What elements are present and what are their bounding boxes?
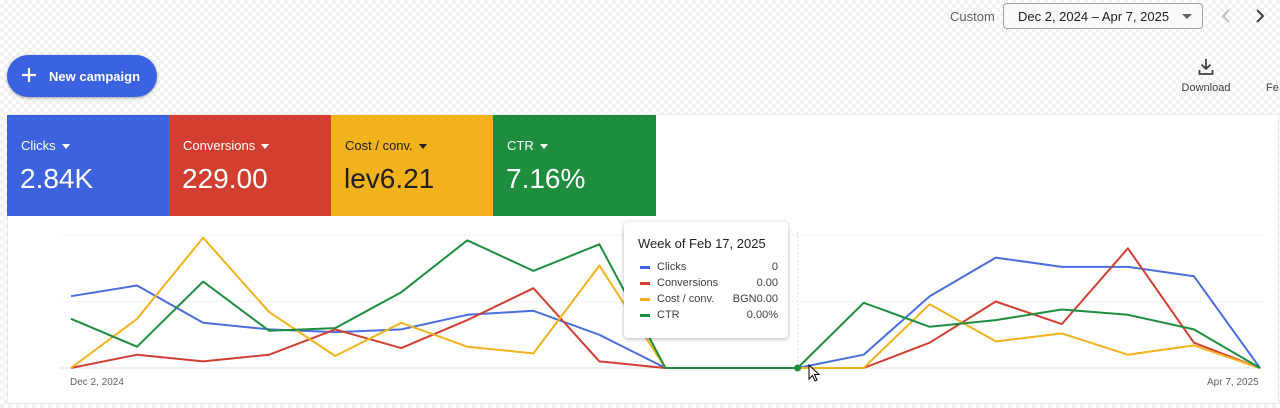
range-type-label: Custom bbox=[950, 9, 995, 24]
scorecard-label: CTR bbox=[507, 138, 534, 153]
series-line-ctr[interactable] bbox=[70, 239, 1261, 369]
scorecard-ctr[interactable]: CTR 7.16% bbox=[493, 115, 656, 216]
new-campaign-label: New campaign bbox=[49, 69, 141, 84]
legend-swatch bbox=[640, 282, 650, 285]
download-icon bbox=[1198, 59, 1214, 75]
tooltip-row-ctr: CTR 0.00% bbox=[638, 309, 778, 323]
scorecard-value: lev6.21 bbox=[344, 163, 435, 194]
scorecard-metric-select[interactable]: Conversions bbox=[183, 138, 270, 153]
legend-swatch bbox=[640, 266, 650, 269]
chevron-down-icon bbox=[1182, 14, 1192, 19]
download-button[interactable]: Download bbox=[1176, 58, 1236, 98]
legend-swatch bbox=[640, 298, 650, 301]
scorecard-metric-select[interactable]: Clicks bbox=[21, 138, 70, 153]
tooltip-metric: Cost / conv. bbox=[657, 293, 715, 305]
scorecard-metric-select[interactable]: CTR bbox=[507, 138, 548, 153]
tooltip-value: 0.00 bbox=[756, 277, 778, 289]
x-axis-end-label: Apr 7, 2025 bbox=[1207, 377, 1259, 388]
tooltip-value: BGN0.00 bbox=[732, 293, 778, 305]
scorecard-value: 229.00 bbox=[182, 163, 268, 194]
date-range-select[interactable]: Dec 2, 2024 – Apr 7, 2025 bbox=[1003, 3, 1203, 29]
tooltip-metric: Conversions bbox=[657, 277, 719, 289]
scorecard-value: 7.16% bbox=[506, 163, 586, 194]
hover-point-marker bbox=[794, 364, 802, 372]
top-bar: Custom Dec 2, 2024 – Apr 7, 2025 bbox=[0, 0, 1280, 34]
scorecard-value: 2.84K bbox=[20, 163, 94, 194]
scorecard-conversions[interactable]: Conversions 229.00 bbox=[169, 115, 331, 216]
previous-period-button[interactable] bbox=[1214, 4, 1238, 28]
date-range-value: Dec 2, 2024 – Apr 7, 2025 bbox=[1018, 9, 1170, 24]
chevron-right-icon bbox=[1256, 9, 1265, 23]
tooltip-value: 0.00% bbox=[746, 309, 778, 321]
tooltip-title: Week of Feb 17, 2025 bbox=[638, 236, 766, 251]
chart-tooltip: Week of Feb 17, 2025 Clicks 0 Conversion… bbox=[624, 222, 788, 338]
scorecard-label: Clicks bbox=[21, 138, 56, 153]
scorecard-clicks[interactable]: Clicks 2.84K bbox=[7, 115, 169, 216]
tooltip-row-cost-per-conv: Cost / conv. BGN0.00 bbox=[638, 293, 778, 307]
next-period-button[interactable] bbox=[1248, 4, 1272, 28]
tooltip-row-clicks: Clicks 0 bbox=[638, 261, 778, 275]
tooltip-value: 0 bbox=[771, 261, 778, 273]
caret-down-icon bbox=[539, 144, 548, 150]
caret-down-icon bbox=[418, 144, 427, 150]
plus-icon bbox=[22, 68, 36, 82]
mouse-pointer-icon bbox=[808, 364, 821, 382]
chevron-left-icon bbox=[1221, 9, 1230, 23]
tooltip-metric: Clicks bbox=[657, 261, 687, 273]
caret-down-icon bbox=[61, 144, 70, 150]
scorecard-metric-select[interactable]: Cost / conv. bbox=[345, 138, 427, 153]
download-label: Download bbox=[1181, 82, 1231, 94]
scorecard-label: Cost / conv. bbox=[345, 138, 413, 153]
feedback-label-truncated[interactable]: Fe bbox=[1266, 82, 1279, 94]
caret-down-icon bbox=[261, 144, 270, 150]
scorecard-label: Conversions bbox=[183, 138, 256, 153]
tooltip-metric: CTR bbox=[657, 309, 680, 321]
scorecard-cost-per-conversion[interactable]: Cost / conv. lev6.21 bbox=[331, 115, 493, 216]
legend-swatch bbox=[640, 314, 650, 317]
tooltip-row-conversions: Conversions 0.00 bbox=[638, 277, 778, 291]
x-axis-start-label: Dec 2, 2024 bbox=[70, 377, 124, 388]
new-campaign-button[interactable]: New campaign bbox=[7, 55, 157, 97]
